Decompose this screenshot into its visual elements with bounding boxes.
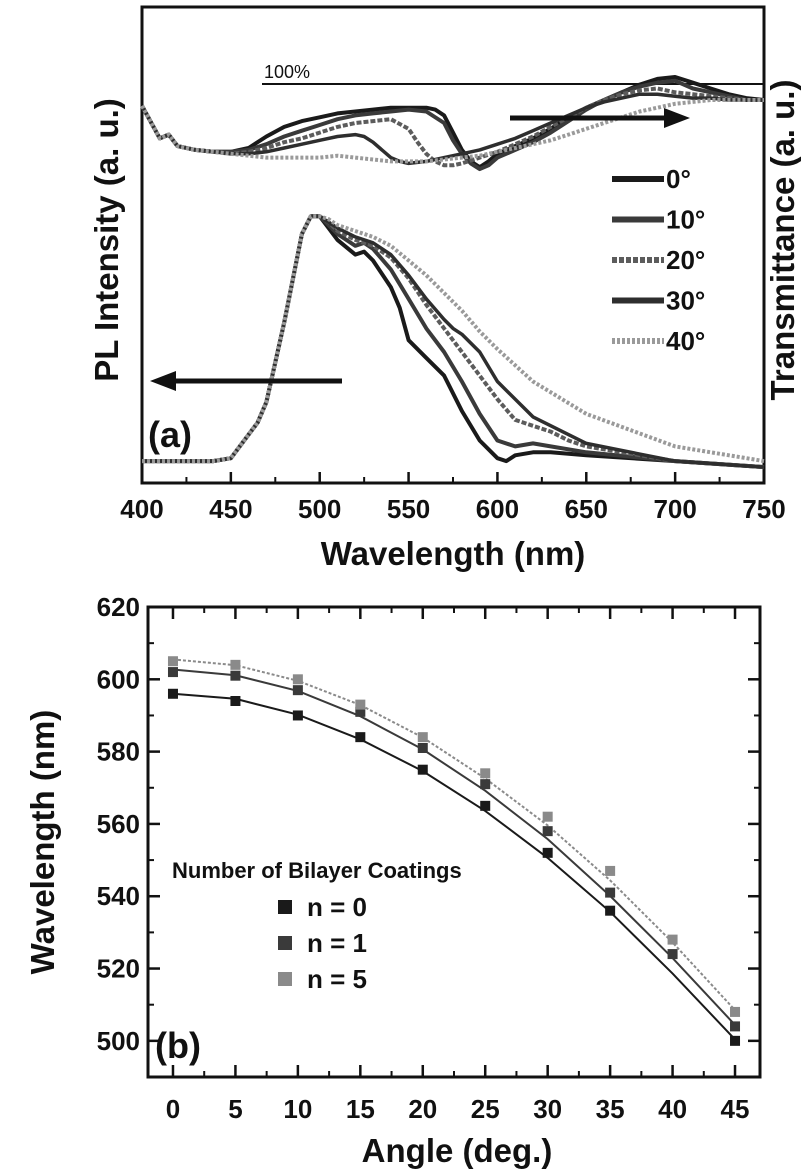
legend-label-30deg: 30°: [666, 286, 705, 316]
pl-curve-40deg: [142, 214, 765, 464]
b-x-tick-label-5: 5: [228, 1094, 242, 1124]
b-y-tick-label-540: 540: [97, 881, 140, 911]
point-n=5-0: [167, 656, 178, 667]
b-x-tick-label-45: 45: [721, 1094, 750, 1124]
panel-a-x-tick-labels: 400 450 500 550 600 650 700 750: [120, 494, 785, 524]
panel-b: 500 520 540 560 580 600 620 0 5 10 15 20 25 30 35 40 45…: [24, 592, 762, 1169]
panel-b-x-axis-title: Angle (deg.): [362, 1132, 553, 1169]
point-n=0-5: [230, 696, 241, 706]
b-y-tick-label-580: 580: [97, 737, 140, 767]
b-y-tick-label-560: 560: [97, 809, 140, 839]
x-tick-label-450: 450: [209, 494, 252, 524]
b-y-tick-label-620: 620: [97, 592, 140, 622]
point-n=1-45: [730, 1021, 741, 1032]
point-n=1-30: [542, 826, 553, 837]
panel-b-y-axis-title: Wavelength (nm): [24, 710, 61, 975]
pl-curves: [142, 214, 765, 470]
transmittance-curve-40deg: [140, 98, 764, 164]
reference-line-label: 100%: [264, 62, 310, 82]
b-x-tick-label-40: 40: [658, 1094, 687, 1124]
point-n=5-15: [355, 699, 366, 710]
arrow-right-transmittance: [510, 108, 690, 128]
b-x-tick-label-30: 30: [533, 1094, 562, 1124]
point-n=1-35: [605, 887, 616, 898]
fit-curve-n=1: [172, 668, 736, 1026]
x-tick-label-400: 400: [120, 494, 163, 524]
point-n=1-10: [292, 685, 303, 696]
point-n=1-15: [355, 706, 366, 717]
arrow-left-pl: [150, 371, 342, 391]
b-y-tick-label-520: 520: [97, 954, 140, 984]
point-n=1-40: [667, 949, 678, 960]
b-x-tick-label-20: 20: [408, 1094, 437, 1124]
point-n=1-25: [480, 779, 491, 790]
legend-label-n=1: n = 1: [307, 928, 367, 958]
point-n=5-10: [292, 674, 303, 685]
legend-marker-n=1: [278, 936, 292, 950]
transmittance-curves: [140, 75, 765, 172]
x-tick-label-700: 700: [653, 494, 696, 524]
point-n=5-5: [230, 659, 241, 670]
legend-label-40deg: 40°: [666, 326, 705, 356]
data-points: [167, 656, 741, 1046]
point-n=0-45: [730, 1035, 741, 1046]
point-n=5-25: [480, 768, 491, 779]
point-n=0-35: [605, 905, 616, 916]
point-n=0-25: [480, 800, 491, 811]
panel-a-x-ticks: [140, 472, 766, 483]
b-x-tick-label-10: 10: [283, 1094, 312, 1124]
point-n=5-30: [542, 811, 553, 822]
b-x-tick-label-35: 35: [596, 1094, 625, 1124]
point-n=0-20: [417, 764, 428, 775]
transmittance-curve-20deg: [140, 86, 764, 168]
panel-b-ticks: [148, 605, 760, 1078]
point-n=1-0: [167, 667, 178, 678]
fit-curve-n=0: [172, 692, 736, 1041]
x-tick-label-650: 650: [565, 494, 608, 524]
point-n=0-15: [355, 732, 366, 743]
b-x-tick-label-0: 0: [166, 1094, 180, 1124]
legend-marker-n=0: [278, 900, 292, 914]
x-tick-label-750: 750: [742, 494, 785, 524]
point-n=5-35: [605, 865, 616, 876]
panel-a-left-axis-title: PL Intensity (a. u.): [88, 98, 125, 382]
point-n=0-0: [167, 688, 178, 699]
panel-a-x-axis-title: Wavelength (nm): [321, 535, 586, 572]
legend-label-20deg: 20°: [666, 245, 705, 275]
pl-curve-30deg: [142, 214, 765, 469]
point-n=5-45: [730, 1006, 741, 1017]
legend-title: Number of Bilayer Coatings: [172, 858, 462, 883]
b-x-tick-label-15: 15: [346, 1094, 375, 1124]
b-x-tick-label-25: 25: [471, 1094, 500, 1124]
point-n=5-20: [417, 732, 428, 743]
point-n=1-5: [230, 670, 241, 681]
panel-b-legend: Number of Bilayer Coatings n = 0 n = 1 n =…: [172, 858, 462, 994]
point-n=0-30: [542, 847, 553, 858]
panel-a-legend: 0° 10° 20° 30° 40°: [612, 164, 705, 356]
legend-label-n=5: n = 5: [307, 964, 367, 994]
legend-label-n=0: n = 0: [307, 892, 367, 922]
fit-curves: [172, 658, 736, 1041]
x-tick-label-600: 600: [476, 494, 519, 524]
point-n=0-10: [292, 710, 303, 721]
panel-b-x-tick-labels: 0 5 10 15 20 25 30 35 40 45: [166, 1094, 750, 1124]
legend-marker-n=5: [278, 972, 292, 986]
b-y-tick-label-500: 500: [97, 1026, 140, 1056]
point-n=5-40: [667, 934, 678, 945]
x-tick-label-500: 500: [298, 494, 341, 524]
x-tick-label-550: 550: [387, 494, 430, 524]
transmittance-curve-10deg: [140, 78, 764, 172]
panel-b-label: (b): [155, 1025, 201, 1066]
legend-label-10deg: 10°: [666, 205, 705, 235]
panel-b-y-tick-labels: 500 520 540 560 580 600 620: [97, 592, 140, 1056]
legend-label-0deg: 0°: [666, 164, 691, 194]
panel-a-right-axis-title: Transmittance (a. u.): [764, 80, 801, 401]
point-n=1-20: [417, 743, 428, 753]
fit-curve-n=5: [172, 658, 736, 1011]
b-y-tick-label-600: 600: [97, 664, 140, 694]
panel-a-label: (a): [148, 414, 192, 455]
panel-a: 100% 0° 10° 20° 30° 40° (a) 400 450 500 550 600 6…: [88, 5, 801, 572]
